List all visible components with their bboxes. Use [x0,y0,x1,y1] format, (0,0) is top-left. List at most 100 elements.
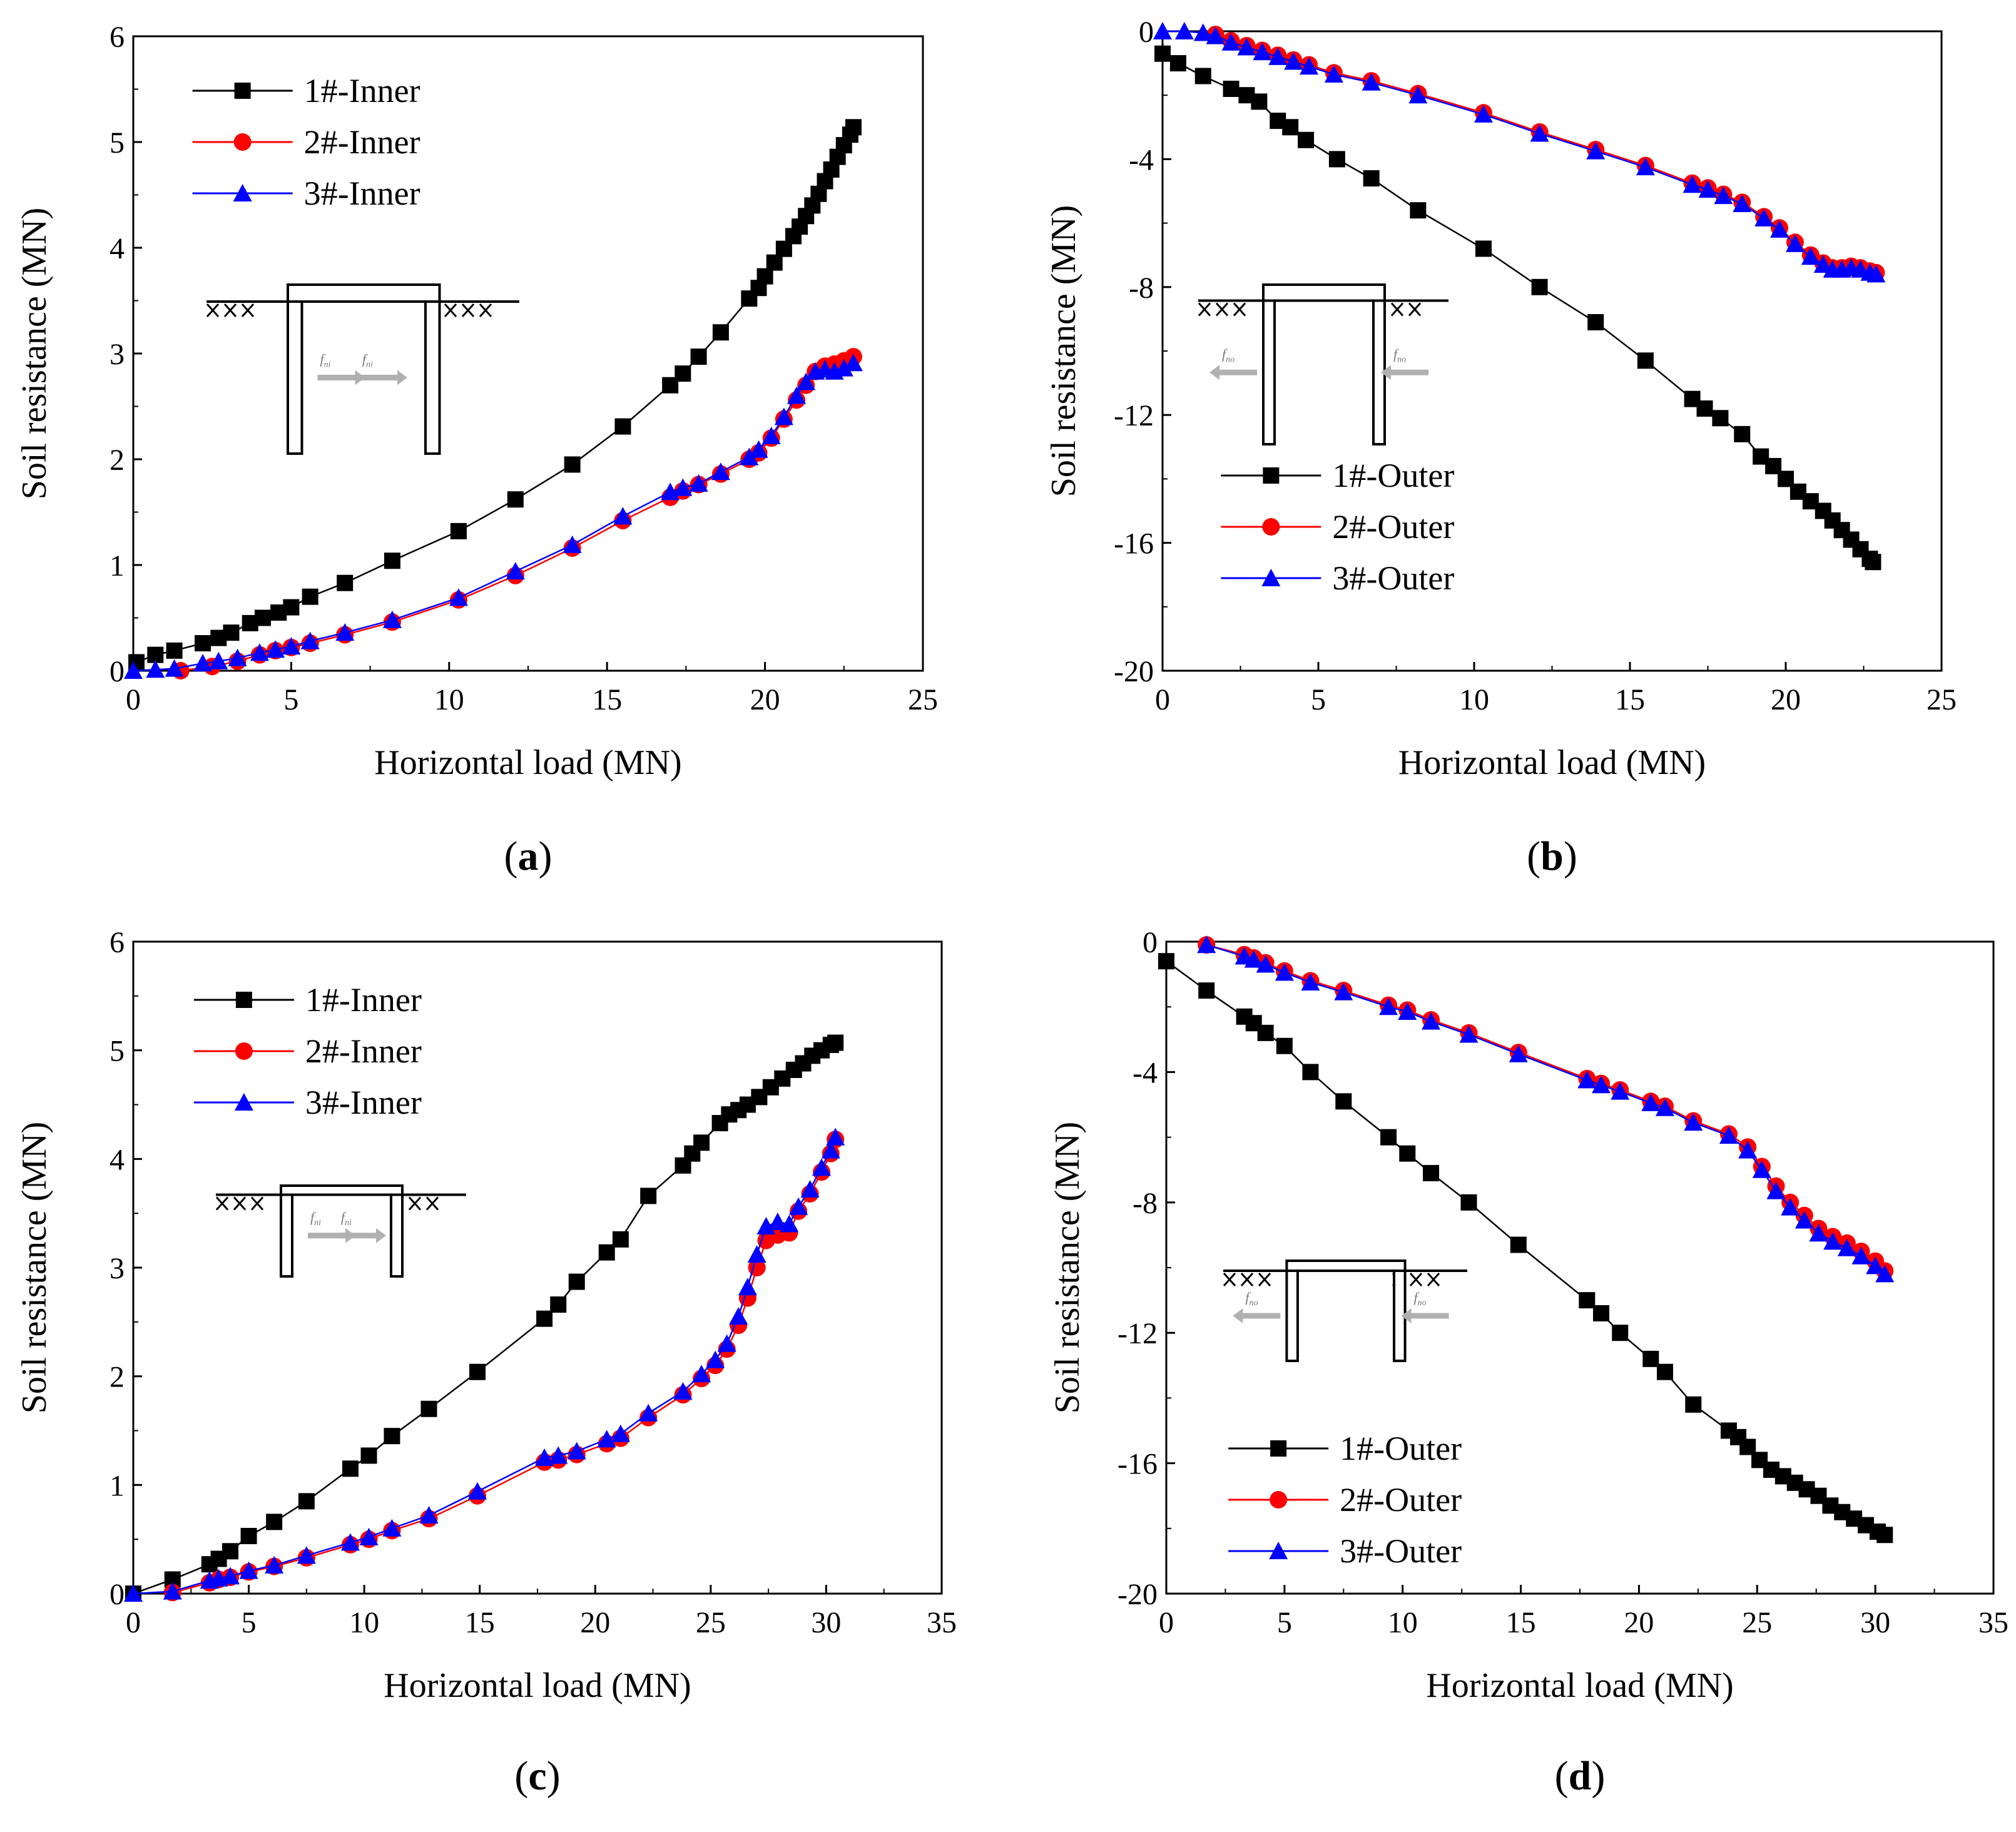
y-axis-label: Soil resistance (MN) [15,208,54,500]
data-point [1422,1012,1441,1030]
data-point [382,610,402,628]
panel-caption: (a) [504,833,552,879]
caption-letter: a [518,833,539,879]
data-point [1221,33,1241,51]
caption-open: ( [1555,1753,1569,1799]
pile-cap [1285,1260,1407,1272]
y-tick-label: 6 [109,926,125,959]
data-point [1530,124,1549,142]
data-point [450,522,467,539]
friction-label-subscript: ni [324,360,331,370]
data-point [1408,86,1428,104]
data-point [468,1482,487,1500]
data-point [1770,220,1789,238]
data-point [419,1505,439,1524]
data-point [1531,278,1548,295]
y-tick-label: -20 [1114,655,1154,688]
data-point [640,1188,657,1204]
x-tick-label: 35 [1978,1606,2008,1639]
data-point [673,1382,693,1400]
data-point [747,1245,766,1263]
legend-label: 1#-Inner [305,981,422,1019]
soil-hatch-mark [233,1196,247,1211]
data-point [1510,1236,1527,1253]
data-point [165,659,184,677]
data-point [335,623,355,641]
data-point [124,1584,143,1602]
data-point [780,1214,799,1233]
y-tick-label: 0 [1139,16,1154,49]
data-point [209,651,228,669]
friction-label-subscript: ni [345,1218,352,1228]
pile-right [390,1193,404,1278]
y-tick-label: 1 [109,549,125,583]
panel-caption: (c) [514,1753,560,1799]
data-point [1641,1093,1661,1111]
caption-open: ( [1527,833,1540,879]
data-point [506,562,525,580]
data-point [1256,955,1275,973]
x-tick-label: 20 [580,1606,610,1639]
data-point [1591,1076,1611,1094]
soil-hatch-mark [1215,302,1229,317]
x-tick-label: 30 [1860,1606,1890,1639]
soil-hatch-mark [408,1196,422,1211]
y-tick-label: -20 [1117,1578,1158,1611]
panel-d: 0 5 10 15 20 25 30 35 0 -4 -8 -12 -16 -20 Horizontal l… [1048,926,2008,1799]
data-point [1302,1064,1319,1081]
data-point [1738,1141,1758,1159]
data-point [384,1428,400,1445]
x-axis-label: Horizontal load (MN) [374,743,681,782]
friction-label-subscript: no [1397,355,1406,364]
plot-frame [132,940,943,1595]
data-point [1197,935,1216,954]
data-point [1754,208,1774,226]
data-point [717,1334,736,1352]
x-tick-label: 0 [1159,1606,1174,1639]
x-tick-label: 30 [811,1606,841,1639]
data-point [1475,240,1492,257]
data-point [1766,1181,1786,1199]
data-point [1276,1037,1293,1054]
data-point [738,1278,757,1296]
pile-right [424,300,441,455]
friction-arrowhead [1401,1308,1412,1323]
y-tick-label: 2 [109,444,125,477]
data-point [1398,1002,1417,1020]
series-line [133,362,854,672]
data-point [1696,400,1713,417]
data-point [221,1567,240,1585]
pile-schematic: fno fno [1198,283,1448,445]
data-point [337,574,354,591]
legend-marker [1261,569,1281,586]
y-tick-label: 0 [109,655,125,688]
data-point [774,407,793,425]
data-point [1592,1305,1609,1321]
data-point [834,359,853,377]
caption-close: ) [547,1753,561,1799]
series-line [1206,944,1886,1275]
data-point [1781,1198,1800,1216]
pile-left [287,300,303,455]
legend-label: 1#-Inner [304,72,420,109]
friction-arrowhead [1209,365,1219,380]
y-tick-label: 0 [109,1578,125,1611]
series-line [1206,944,1886,1272]
data-point [228,648,247,666]
pile-cap [1262,283,1386,302]
legend-label: 1#-Outer [1332,457,1454,494]
data-point [613,507,633,525]
soil-hatch-mark [1408,302,1422,317]
legend-marker [234,83,251,99]
data-point [1198,982,1215,999]
data-point [298,1493,315,1510]
x-tick-label: 5 [242,1606,257,1639]
data-point [1363,170,1380,187]
series-3 [124,1127,845,1602]
pile-left [280,1193,293,1278]
x-tick-label: 20 [1771,683,1801,716]
friction-label-subscript: no [1226,355,1235,364]
y-tick-label: 2 [109,1361,125,1394]
friction-arrowhead [375,1228,386,1243]
